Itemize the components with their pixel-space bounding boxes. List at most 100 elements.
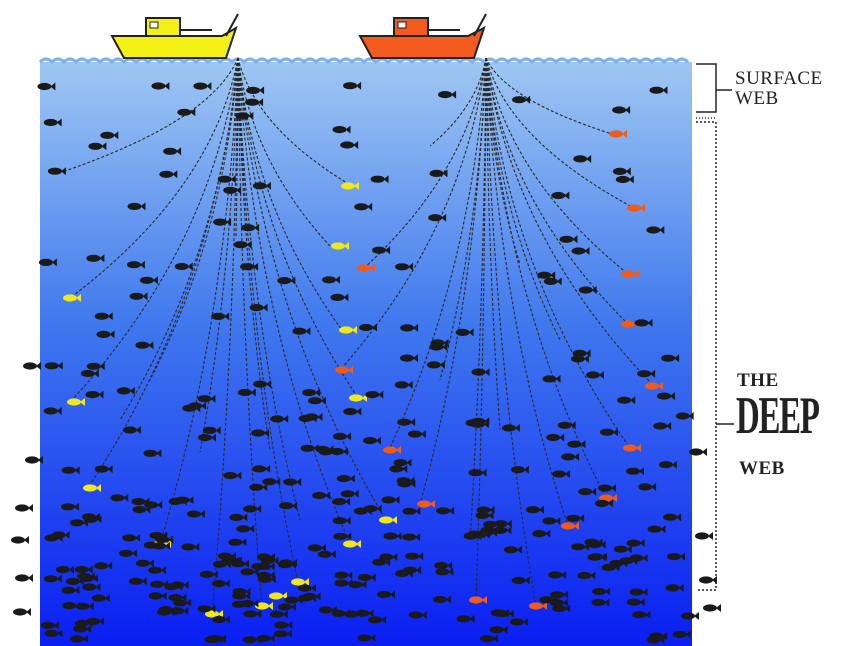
fish-black xyxy=(368,615,387,624)
fish-black xyxy=(363,436,381,445)
fish-black xyxy=(561,452,580,461)
fish-black xyxy=(61,586,80,595)
fish-black xyxy=(128,577,147,586)
fish-black xyxy=(456,614,475,623)
fish-black xyxy=(571,542,590,551)
fish-black xyxy=(658,460,677,469)
fish-black xyxy=(15,574,33,582)
net-line xyxy=(485,57,569,527)
fish-black xyxy=(44,629,63,638)
fish-orange xyxy=(609,130,627,138)
fish-black xyxy=(695,532,713,540)
fish-black xyxy=(675,412,694,420)
fish-black xyxy=(617,396,636,405)
fish-orange xyxy=(335,366,353,374)
fish-black xyxy=(199,570,218,579)
fish-black xyxy=(148,566,167,575)
fish-black xyxy=(363,504,382,513)
fish-black xyxy=(649,632,668,640)
fish-black xyxy=(44,361,63,370)
fish-black xyxy=(333,532,352,541)
fish-black xyxy=(168,593,187,602)
fish-black xyxy=(245,98,264,107)
fish-black xyxy=(598,484,616,493)
fish-black xyxy=(211,312,230,321)
fish-black xyxy=(135,341,154,350)
fish-black xyxy=(586,371,604,379)
fish-black xyxy=(577,571,596,580)
surface-web-label-line1: SURFACE xyxy=(735,68,823,89)
fish-black xyxy=(253,380,272,389)
fish-black xyxy=(653,422,672,430)
fish-yellow xyxy=(331,242,349,250)
fish-black xyxy=(257,553,275,561)
fish-black xyxy=(15,504,33,512)
fish-black xyxy=(304,413,323,421)
fish-black xyxy=(537,271,556,280)
fish-black xyxy=(357,634,376,642)
fish-black xyxy=(436,506,455,515)
fish-black xyxy=(38,258,57,267)
fish-black xyxy=(479,528,497,537)
fish-black xyxy=(434,561,453,570)
fish-black xyxy=(552,604,571,613)
fish-black xyxy=(426,360,445,369)
fish-black xyxy=(302,388,321,397)
fish-black xyxy=(435,567,454,576)
fish-black xyxy=(365,390,384,399)
net-line xyxy=(485,57,629,325)
fish-black xyxy=(632,610,651,619)
fish-black xyxy=(699,576,717,584)
net-line xyxy=(485,57,629,275)
fish-black xyxy=(143,541,162,550)
net-line xyxy=(485,57,613,135)
fish-black xyxy=(82,583,101,592)
fish-black xyxy=(393,458,412,467)
fish-black xyxy=(252,464,271,473)
net-line xyxy=(71,57,239,401)
fish-black xyxy=(550,590,569,599)
fish-black xyxy=(175,496,194,505)
net-line xyxy=(61,57,239,173)
fish-black xyxy=(116,386,135,395)
fish-black xyxy=(548,570,567,579)
fish-black xyxy=(663,513,682,522)
net-line xyxy=(363,57,487,269)
fish-black xyxy=(131,497,150,506)
fish-black xyxy=(344,610,363,619)
fish-black xyxy=(589,552,607,561)
fish-black xyxy=(389,464,408,473)
fish-black xyxy=(405,552,424,561)
fish-black xyxy=(278,560,296,569)
surface-web-label-line2: WEB xyxy=(735,88,779,109)
fish-black xyxy=(86,362,105,371)
fish-orange xyxy=(627,204,645,212)
fish-black xyxy=(100,131,119,140)
fish-black xyxy=(330,447,348,456)
fish-black xyxy=(332,497,351,506)
fish-black xyxy=(667,552,685,561)
fish-black xyxy=(661,354,680,363)
fish-black xyxy=(629,554,648,562)
net-line xyxy=(237,57,343,331)
fish-yellow xyxy=(343,540,361,548)
fish-black xyxy=(559,235,578,244)
fish-black xyxy=(525,505,544,514)
net-line xyxy=(387,57,487,453)
fish-black xyxy=(408,611,427,619)
net-line xyxy=(237,57,263,607)
net-line xyxy=(485,57,631,449)
fish-black xyxy=(243,610,262,618)
fish-black xyxy=(155,535,174,544)
fish-black xyxy=(278,603,296,611)
fish-black xyxy=(340,489,359,498)
fish-school xyxy=(11,81,721,644)
fish-black xyxy=(383,532,402,541)
fish-black xyxy=(43,407,62,415)
fish-yellow xyxy=(63,294,81,302)
fish-black xyxy=(510,465,529,474)
fish-black xyxy=(657,392,675,401)
fish-black xyxy=(402,533,421,542)
fish-black xyxy=(37,82,56,91)
fish-black xyxy=(501,424,520,432)
